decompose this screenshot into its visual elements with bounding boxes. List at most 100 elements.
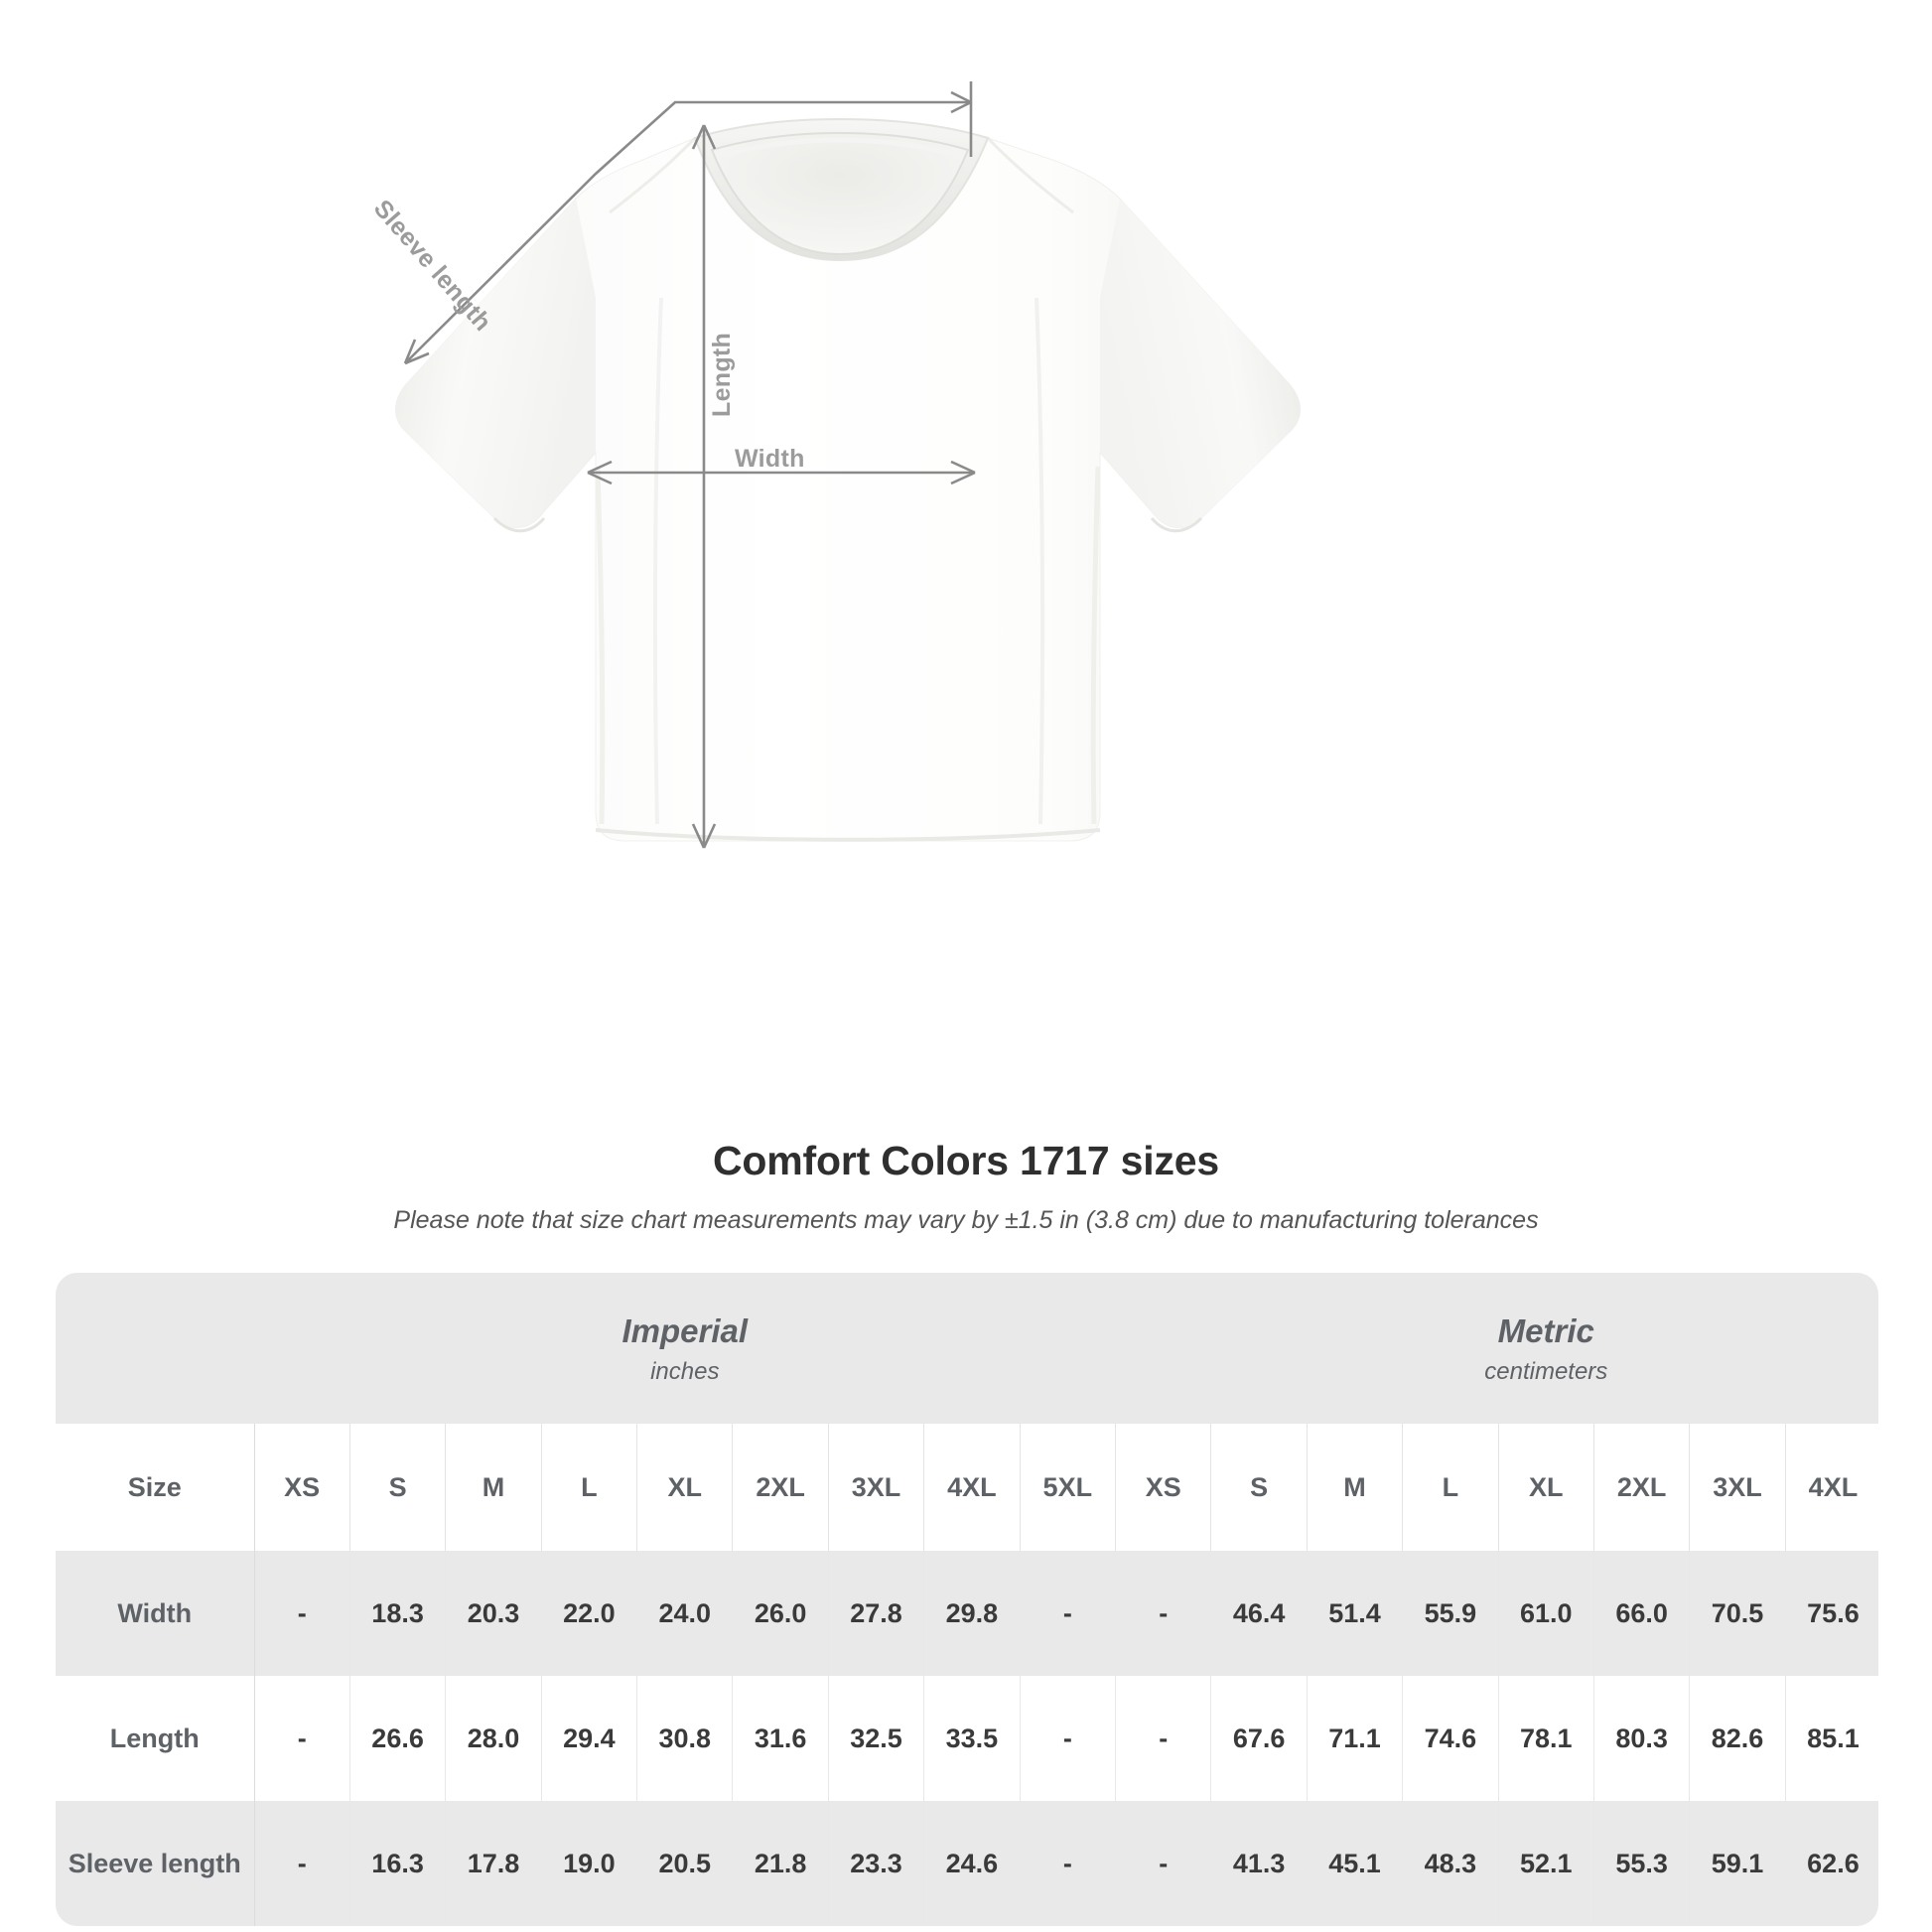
right-sleeve bbox=[1100, 199, 1301, 528]
length-label: Length bbox=[708, 332, 736, 417]
sleeve-arrow-start bbox=[403, 339, 430, 365]
row-label-sleeve-length: Sleeve length bbox=[56, 1801, 255, 1926]
cell-width-met-l: 55.9 bbox=[1402, 1551, 1499, 1676]
sleeve-length-line bbox=[404, 100, 971, 364]
cell-width-met-2xl: 66.0 bbox=[1593, 1551, 1691, 1676]
left-sleeve-hem bbox=[492, 516, 546, 533]
col-imperial-s: S bbox=[349, 1424, 447, 1551]
cell-sleeve-imp-5xl: - bbox=[1020, 1801, 1117, 1926]
cell-length-imp-5xl: - bbox=[1020, 1676, 1117, 1801]
cell-sleeve-imp-3xl: 23.3 bbox=[828, 1801, 925, 1926]
metric-label: Metric bbox=[1497, 1312, 1594, 1350]
col-imperial-4xl: 4XL bbox=[923, 1424, 1021, 1551]
cell-width-imp-xs: - bbox=[254, 1551, 350, 1676]
cell-length-met-xl: 78.1 bbox=[1498, 1676, 1594, 1801]
table-row: Width - 18.3 20.3 22.0 24.0 26.0 27.8 29… bbox=[56, 1551, 1878, 1676]
size-header-label: Size bbox=[56, 1424, 255, 1551]
cell-length-met-3xl: 82.6 bbox=[1689, 1676, 1786, 1801]
page-title: Comfort Colors 1717 sizes bbox=[713, 1138, 1219, 1183]
cell-sleeve-imp-xl: 20.5 bbox=[636, 1801, 734, 1926]
cell-width-imp-xl: 24.0 bbox=[636, 1551, 734, 1676]
cell-length-met-4xl: 85.1 bbox=[1785, 1676, 1878, 1801]
left-shoulder-seam bbox=[609, 136, 697, 214]
unit-banner-imperial: Imperial inches bbox=[254, 1273, 1116, 1424]
cell-sleeve-met-2xl: 55.3 bbox=[1593, 1801, 1691, 1926]
size-header-row: Size XS S M L XL 2XL 3XL 4XL 5XL XS S M … bbox=[56, 1424, 1878, 1551]
row-label-width: Width bbox=[56, 1551, 255, 1676]
title-block: Comfort Colors 1717 sizes Please note th… bbox=[0, 1138, 1932, 1235]
cell-length-met-xs: - bbox=[1115, 1676, 1212, 1801]
cell-width-met-xl: 61.0 bbox=[1498, 1551, 1594, 1676]
cell-width-met-xs: - bbox=[1115, 1551, 1212, 1676]
cell-width-imp-s: 18.3 bbox=[349, 1551, 447, 1676]
cell-width-imp-2xl: 26.0 bbox=[732, 1551, 829, 1676]
cell-sleeve-met-s: 41.3 bbox=[1210, 1801, 1308, 1926]
width-arrow-right bbox=[950, 460, 976, 485]
col-metric-s: S bbox=[1210, 1424, 1308, 1551]
bottom-hem bbox=[595, 828, 1101, 842]
left-sleeve bbox=[395, 199, 596, 528]
col-imperial-l: L bbox=[541, 1424, 638, 1551]
right-shoulder-seam bbox=[986, 136, 1074, 214]
unit-banner-spacer bbox=[56, 1273, 254, 1424]
unit-banner-row: Imperial inches Metric centimeters bbox=[56, 1273, 1878, 1424]
cell-width-imp-4xl: 29.8 bbox=[923, 1551, 1021, 1676]
right-sleeve-hem bbox=[1150, 516, 1203, 533]
tolerance-note: Please note that size chart measurements… bbox=[393, 1206, 1539, 1234]
col-imperial-2xl: 2XL bbox=[732, 1424, 829, 1551]
garment-diagram: Sleeve length Length Width bbox=[368, 81, 1301, 849]
col-metric-3xl: 3XL bbox=[1689, 1424, 1786, 1551]
width-label: Width bbox=[735, 445, 805, 473]
col-imperial-xs: XS bbox=[254, 1424, 350, 1551]
cell-sleeve-imp-4xl: 24.6 bbox=[923, 1801, 1021, 1926]
cell-length-imp-4xl: 33.5 bbox=[923, 1676, 1021, 1801]
cell-length-imp-l: 29.4 bbox=[541, 1676, 638, 1801]
size-table-container: Imperial inches Metric centimeters Size … bbox=[56, 1273, 1878, 1926]
col-metric-xs: XS bbox=[1115, 1424, 1212, 1551]
col-metric-l: L bbox=[1402, 1424, 1499, 1551]
sleeve-arrow-end bbox=[950, 90, 972, 114]
cell-length-met-m: 71.1 bbox=[1307, 1676, 1404, 1801]
cell-length-imp-m: 28.0 bbox=[445, 1676, 542, 1801]
cell-width-imp-m: 20.3 bbox=[445, 1551, 542, 1676]
cell-length-imp-3xl: 32.5 bbox=[828, 1676, 925, 1801]
cell-sleeve-imp-l: 19.0 bbox=[541, 1801, 638, 1926]
cell-sleeve-imp-xs: - bbox=[254, 1801, 350, 1926]
col-imperial-3xl: 3XL bbox=[828, 1424, 925, 1551]
table-row: Sleeve length - 16.3 17.8 19.0 20.5 21.8… bbox=[56, 1801, 1878, 1926]
width-arrow-left bbox=[587, 460, 613, 485]
tshirt-shape bbox=[395, 117, 1301, 842]
cell-length-met-l: 74.6 bbox=[1402, 1676, 1499, 1801]
side-seam-left bbox=[595, 466, 606, 825]
side-seam-right bbox=[1090, 466, 1101, 825]
cell-length-met-s: 67.6 bbox=[1210, 1676, 1308, 1801]
col-metric-m: M bbox=[1307, 1424, 1404, 1551]
cell-sleeve-met-4xl: 62.6 bbox=[1785, 1801, 1878, 1926]
measurement-lines bbox=[403, 81, 976, 849]
cell-sleeve-met-xs: - bbox=[1115, 1801, 1212, 1926]
size-table: Imperial inches Metric centimeters Size … bbox=[56, 1273, 1878, 1926]
body-fold-right bbox=[1035, 297, 1045, 825]
neck-opening bbox=[710, 131, 970, 256]
length-arrow-top bbox=[691, 124, 717, 150]
imperial-label: Imperial bbox=[621, 1312, 749, 1350]
cell-width-imp-3xl: 27.8 bbox=[828, 1551, 925, 1676]
cell-width-met-m: 51.4 bbox=[1307, 1551, 1404, 1676]
cell-sleeve-met-3xl: 59.1 bbox=[1689, 1801, 1786, 1926]
length-arrow-bottom bbox=[691, 823, 717, 849]
col-imperial-5xl: 5XL bbox=[1020, 1424, 1117, 1551]
col-metric-2xl: 2XL bbox=[1593, 1424, 1691, 1551]
cell-width-met-4xl: 75.6 bbox=[1785, 1551, 1878, 1676]
cell-length-imp-s: 26.6 bbox=[349, 1676, 447, 1801]
cell-sleeve-imp-s: 16.3 bbox=[349, 1801, 447, 1926]
tshirt-illustration bbox=[395, 81, 1301, 849]
unit-banner-metric: Metric centimeters bbox=[1115, 1273, 1878, 1424]
cell-width-met-3xl: 70.5 bbox=[1689, 1551, 1786, 1676]
cell-length-imp-xl: 30.8 bbox=[636, 1676, 734, 1801]
imperial-unit: inches bbox=[650, 1357, 720, 1385]
cell-sleeve-met-xl: 52.1 bbox=[1498, 1801, 1594, 1926]
cell-sleeve-imp-m: 17.8 bbox=[445, 1801, 542, 1926]
body-fold-left bbox=[652, 297, 663, 825]
cell-sleeve-met-l: 48.3 bbox=[1402, 1801, 1499, 1926]
cell-length-met-2xl: 80.3 bbox=[1593, 1676, 1691, 1801]
